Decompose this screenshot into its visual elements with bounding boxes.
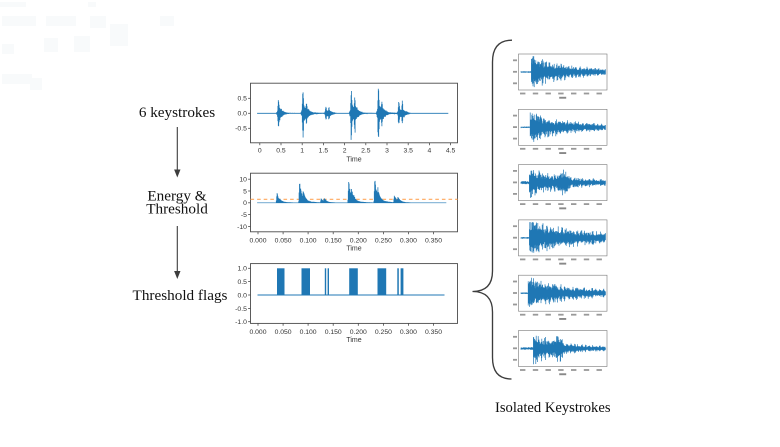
svg-text:0.300: 0.300 [400, 329, 417, 336]
svg-text:5: 5 [243, 188, 247, 195]
svg-text:0.050: 0.050 [275, 329, 292, 336]
svg-text:0.350: 0.350 [425, 237, 442, 244]
svg-text:10: 10 [239, 177, 247, 184]
svg-text:2: 2 [343, 147, 347, 154]
svg-text:0.200: 0.200 [350, 237, 367, 244]
svg-text:2.5: 2.5 [361, 147, 371, 154]
svg-text:0.200: 0.200 [350, 329, 367, 336]
svg-text:-1.0: -1.0 [235, 319, 247, 326]
svg-text:-5: -5 [241, 212, 247, 219]
svg-text:0.150: 0.150 [325, 329, 342, 336]
svg-text:-10: -10 [237, 224, 247, 231]
svg-text:Time: Time [346, 337, 361, 344]
svg-text:0.100: 0.100 [300, 329, 317, 336]
svg-text:4.5: 4.5 [446, 147, 456, 154]
svg-text:Threshold: Threshold [146, 201, 208, 218]
svg-text:0.100: 0.100 [300, 237, 317, 244]
svg-text:Time: Time [346, 157, 361, 164]
svg-text:0.150: 0.150 [325, 237, 342, 244]
svg-text:-0.5: -0.5 [235, 306, 247, 313]
svg-text:0.350: 0.350 [425, 329, 442, 336]
svg-text:0.5: 0.5 [237, 279, 247, 286]
svg-text:0.5: 0.5 [276, 147, 286, 154]
svg-text:0.000: 0.000 [249, 237, 266, 244]
svg-text:6 keystrokes: 6 keystrokes [139, 104, 215, 121]
svg-text:Energy &: Energy & [147, 188, 206, 205]
svg-text:0.000: 0.000 [249, 329, 266, 336]
svg-text:0.300: 0.300 [400, 237, 417, 244]
svg-text:Isolated Keystrokes: Isolated Keystrokes [495, 400, 611, 416]
svg-text:Threshold flags: Threshold flags [133, 287, 228, 304]
svg-text:0.250: 0.250 [375, 329, 392, 336]
svg-text:0: 0 [258, 147, 262, 154]
svg-text:0.250: 0.250 [375, 237, 392, 244]
svg-text:1.0: 1.0 [237, 266, 247, 273]
svg-text:0.0: 0.0 [237, 292, 247, 299]
svg-text:-0.5: -0.5 [235, 126, 247, 133]
svg-text:4: 4 [428, 147, 432, 154]
svg-text:Time: Time [346, 245, 361, 252]
svg-text:0.5: 0.5 [237, 96, 247, 103]
svg-text:3: 3 [385, 147, 389, 154]
svg-text:1: 1 [300, 147, 304, 154]
svg-text:0: 0 [243, 200, 247, 207]
svg-text:0.050: 0.050 [275, 237, 292, 244]
svg-text:1.5: 1.5 [319, 147, 329, 154]
svg-text:0.0: 0.0 [237, 111, 247, 118]
svg-text:3.5: 3.5 [403, 147, 413, 154]
